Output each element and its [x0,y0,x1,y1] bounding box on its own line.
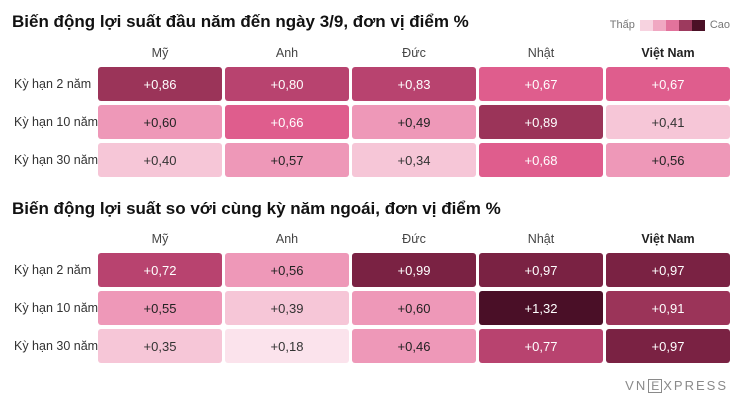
chart-1-heatmap-cell: +0,83 [352,67,476,101]
chart-2-title: Biến động lợi suất so với cùng kỳ năm ng… [12,199,501,218]
chart-2-heatmap-cell: +0,39 [225,291,349,325]
chart-1-heatmap-cell: +0,49 [352,105,476,139]
chart-2-row-label: Kỳ hạn 10 năm [14,301,99,315]
chart-2-heatmap-cell: +0,56 [225,253,349,287]
chart-2-column-header: Đức [402,232,426,246]
chart-2-heatmap-cell: +0,97 [606,253,730,287]
chart-1-heatmap-cell: +0,67 [606,67,730,101]
chart-1-heatmap-cell: +0,57 [225,143,349,177]
chart-2-column-header: Nhật [527,232,555,246]
chart-1-heatmap-cell: +0,68 [479,143,603,177]
chart-2-heatmap-cell: +0,55 [98,291,222,325]
chart-2-row-label: Kỳ hạn 2 năm [14,263,92,277]
legend-low-label: Thấp [609,19,635,31]
chart-1-column-header: Nhật [527,46,555,60]
chart-1-heatmap-cell: +0,60 [98,105,222,139]
chart-2-heatmap-cell: +0,99 [352,253,476,287]
chart-1-heatmap-cell: +0,80 [225,67,349,101]
chart-2-heatmap-cell: +0,77 [479,329,603,363]
chart-2-column-header: Anh [275,232,299,246]
chart-2-heatmap-cell: +0,60 [352,291,476,325]
legend-swatch-3 [665,19,679,31]
legend-swatch-1 [639,19,653,31]
chart-1-heatmap-cell: +0,67 [479,67,603,101]
chart-2-heatmap-cell: +0,72 [98,253,222,287]
chart-1-heatmap-cell: +0,40 [98,143,222,177]
chart-1-column-header: Đức [402,46,426,60]
chart-1-heatmap-cell: +0,86 [98,67,222,101]
chart-1-column-header: Anh [275,46,299,60]
chart-2-heatmap-cell: +0,46 [352,329,476,363]
chart-1-row-label: Kỳ hạn 10 năm [14,115,99,129]
legend-high-label: Cao [709,19,730,31]
vnexpress-logo: VN E XPRESS [625,378,728,393]
legend-swatch-5 [691,19,705,31]
chart-1-column-header: Mỹ [151,46,169,60]
chart-1-row-label: Kỳ hạn 30 năm [14,153,99,167]
chart-1-heatmap-cell: +0,56 [606,143,730,177]
chart-1-title: Biến động lợi suất đầu năm đến ngày 3/9,… [12,12,469,31]
chart-1-heatmap-cell: +0,66 [225,105,349,139]
legend-swatch-2 [652,19,666,31]
chart-2-heatmap-cell: +0,91 [606,291,730,325]
chart-1-heatmap-cell: +0,89 [479,105,603,139]
chart-1-heatmap-cell: +0,34 [352,143,476,177]
chart-2-heatmap-cell: +0,97 [606,329,730,363]
chart-1-column-header: Việt Nam [641,46,695,60]
legend-swatch-4 [678,19,692,31]
chart-2-row-label: Kỳ hạn 30 năm [14,339,99,353]
chart-2-heatmap-cell: +0,35 [98,329,222,363]
chart-1-heatmap-cell: +0,41 [606,105,730,139]
chart-1-row-label: Kỳ hạn 2 năm [14,77,92,91]
chart-2-heatmap-cell: +0,18 [225,329,349,363]
chart-2-heatmap-cell: +1,32 [479,291,603,325]
chart-2-heatmap-cell: +0,97 [479,253,603,287]
chart-2-column-header: Mỹ [151,232,169,246]
chart-2-column-header: Việt Nam [641,232,695,246]
color-legend: Thấp Cao [610,19,730,31]
